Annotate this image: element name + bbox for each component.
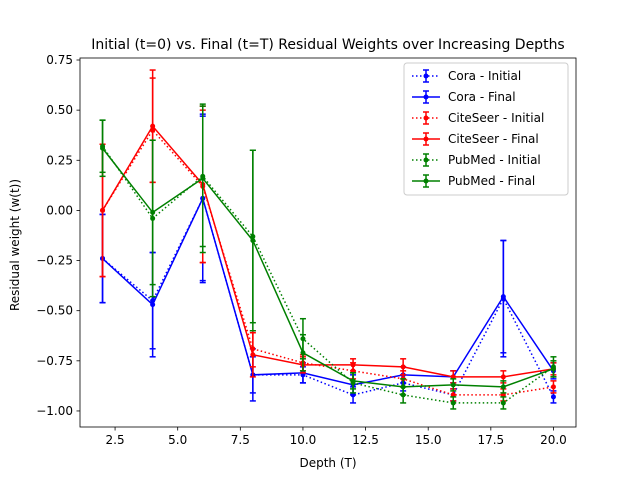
- legend-label: CiteSeer - Final: [448, 132, 539, 146]
- legend-marker: [423, 178, 429, 184]
- data-point: [450, 382, 456, 388]
- data-point: [100, 207, 106, 213]
- data-point: [250, 352, 256, 358]
- legend-label: Cora - Final: [448, 90, 516, 104]
- data-point: [450, 392, 456, 398]
- legend-box: [403, 62, 569, 196]
- legend-marker: [423, 115, 429, 121]
- chart-title: Initial (t=0) vs. Final (t=T) Residual W…: [91, 37, 564, 53]
- data-point: [500, 384, 506, 390]
- y-tick-label: 0.00: [46, 203, 73, 217]
- data-point: [350, 378, 356, 384]
- series-line: [102, 196, 555, 398]
- legend-marker: [423, 157, 429, 163]
- legend-entry-4: PubMed - Initial: [412, 153, 541, 167]
- legend-entry-3: CiteSeer - Final: [412, 132, 539, 146]
- data-point: [500, 400, 506, 406]
- series-line: [102, 196, 555, 386]
- series-line: [101, 145, 554, 404]
- axes-layer: 2.5 5.0 7.5 10.0 12.5 15.0 17.5 20.0 0.75 0.50 0.2…: [36, 53, 577, 447]
- series-line: [101, 124, 554, 378]
- data-point: [400, 384, 406, 390]
- data-point: [500, 294, 506, 300]
- legend-entry-0: Cora - Initial: [412, 69, 521, 83]
- series-layer: [99, 69, 557, 410]
- legend-entry-2: CiteSeer - Initial: [412, 111, 544, 125]
- y-tick-label: 0.50: [46, 103, 73, 117]
- data-point: [500, 374, 506, 380]
- data-point: [350, 362, 356, 368]
- data-point: [100, 145, 106, 151]
- legend-marker: [423, 136, 429, 142]
- y-tick-label: 0.75: [46, 53, 73, 67]
- data-point: [500, 392, 506, 398]
- data-point: [550, 366, 556, 372]
- legend: Cora - Initial Cora - Final CiteSeer - Ini…: [403, 62, 569, 196]
- legend-label: Cora - Initial: [448, 69, 521, 83]
- x-tick-label: 5.0: [168, 433, 187, 447]
- x-tick-label: 7.5: [231, 433, 250, 447]
- data-point: [150, 123, 156, 129]
- y-tick-label: −0.50: [36, 304, 73, 318]
- legend-label: CiteSeer - Initial: [448, 111, 544, 125]
- data-point: [400, 364, 406, 370]
- axes-frame: [79, 57, 577, 428]
- data-point: [550, 394, 556, 400]
- x-tick-label: 10.0: [290, 433, 317, 447]
- x-tick-label: 12.5: [352, 433, 379, 447]
- legend-entry-1: Cora - Final: [412, 90, 516, 104]
- legend-label: PubMed - Final: [448, 174, 535, 188]
- series-line: [101, 147, 554, 388]
- data-point: [250, 237, 256, 243]
- data-point: [150, 209, 156, 215]
- y-tick-label: −1.00: [36, 404, 73, 418]
- x-axis-label: Depth (T): [299, 456, 356, 470]
- data-point: [150, 302, 156, 308]
- x-tick-label: 17.5: [477, 433, 504, 447]
- data-point: [200, 175, 206, 181]
- legend-marker: [423, 94, 429, 100]
- legend-entry-5: PubMed - Final: [412, 174, 535, 188]
- series-5: [99, 103, 557, 396]
- y-tick-label: 0.25: [46, 153, 73, 167]
- x-tick-label: 20.0: [540, 433, 567, 447]
- x-tick-label: 2.5: [106, 433, 125, 447]
- y-tick-label: −0.75: [36, 354, 73, 368]
- data-point: [300, 350, 306, 356]
- y-tick-label: −0.25: [36, 254, 73, 268]
- legend-marker: [423, 73, 429, 79]
- y-axis-label: Residual weight (w(t)): [8, 179, 22, 311]
- data-point: [450, 400, 456, 406]
- legend-label: PubMed - Initial: [448, 153, 541, 167]
- data-point: [450, 374, 456, 380]
- data-point: [550, 384, 556, 390]
- x-tick-label: 15.0: [415, 433, 442, 447]
